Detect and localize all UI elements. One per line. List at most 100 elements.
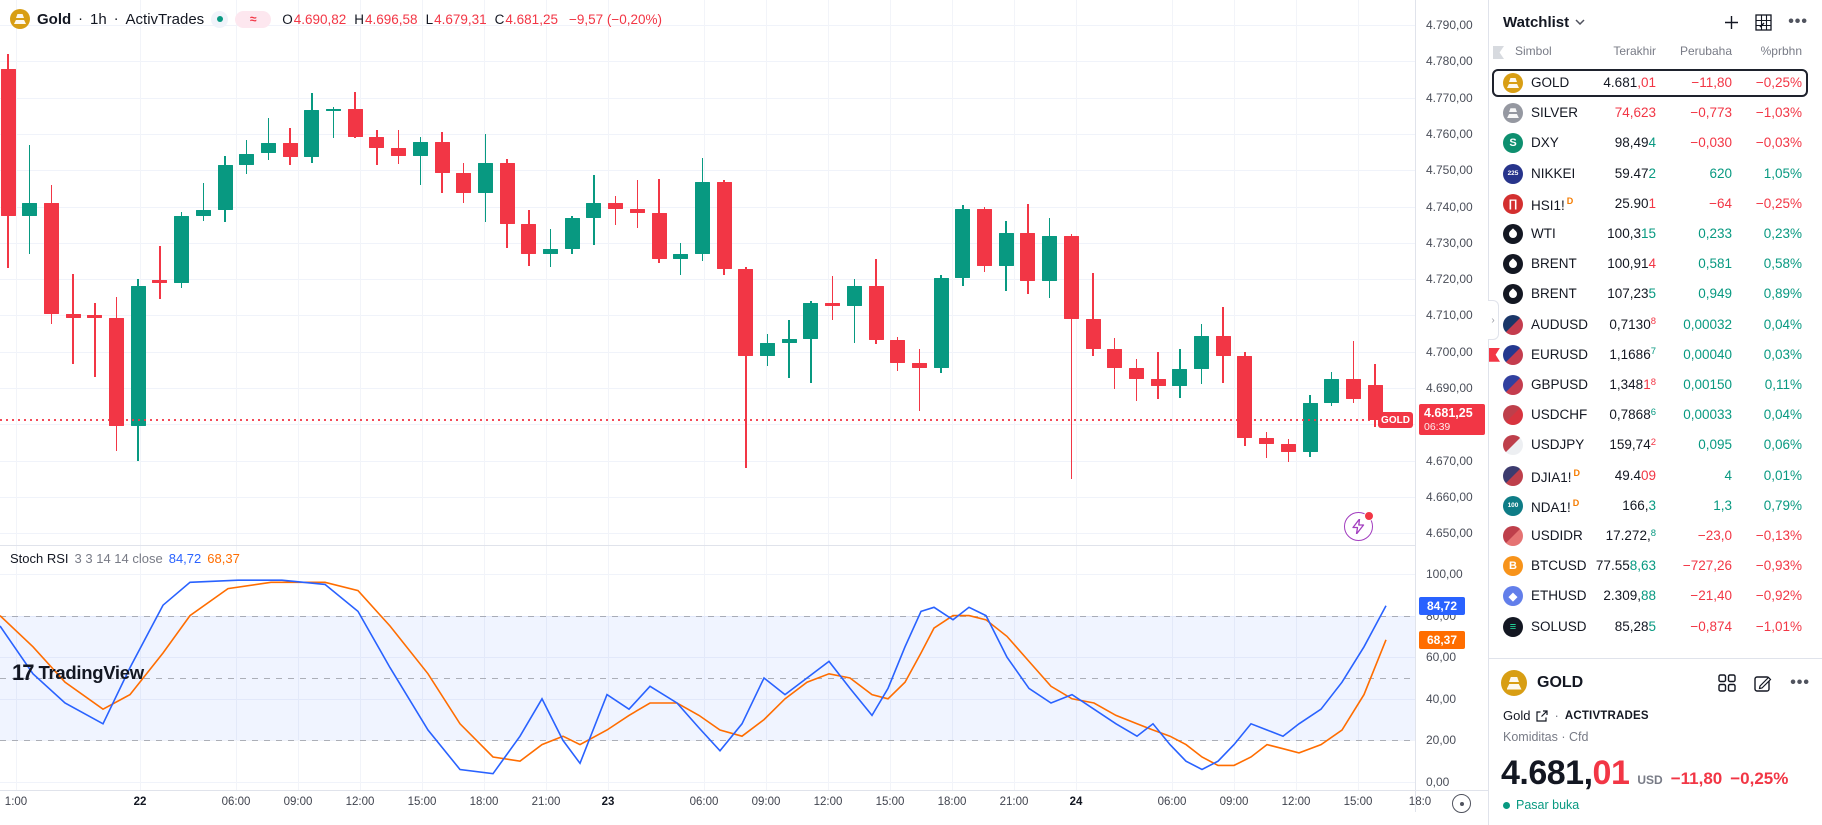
watchlist-row-usdidr[interactable]: USDIDR 17.272,8 −23,0 −0,13% bbox=[1489, 521, 1822, 551]
watchlist-row-nikkei[interactable]: 225 NIKKEI 59.472 620 1,05% bbox=[1489, 159, 1822, 189]
candle-wick bbox=[853, 279, 856, 343]
candle bbox=[304, 110, 320, 158]
legend-interval[interactable]: 1h bbox=[90, 10, 107, 28]
candle bbox=[1063, 235, 1079, 319]
watchlist-row-usdjpy[interactable]: USDJPY 159,742 0,095 0,06% bbox=[1489, 430, 1822, 460]
time-axis-label: 18:0 bbox=[1408, 796, 1432, 808]
candle bbox=[825, 303, 841, 307]
watchlist-row-hsi1[interactable]: ∏ HSI1! D 25.901 −64 −0,25% bbox=[1489, 189, 1822, 219]
change-value: −0,030 bbox=[1690, 135, 1732, 151]
indicator-legend[interactable]: Stoch RSI 3 3 14 14 close 84,72 68,37 bbox=[10, 551, 240, 566]
add-symbol-button[interactable] bbox=[1724, 15, 1739, 30]
watchlist-column-headers[interactable]: Simbol Terakhir Perubaha %prbhn bbox=[1489, 44, 1822, 68]
watchlist-row-brent[interactable]: BRENT 100,914 0,581 0,58% bbox=[1489, 249, 1822, 279]
grid-view-button[interactable] bbox=[1755, 13, 1772, 31]
time-axis-label: 15:00 bbox=[407, 796, 437, 808]
quick-order-lightning-icon[interactable] bbox=[1344, 511, 1374, 541]
market-status-icon[interactable] bbox=[211, 10, 229, 28]
candle bbox=[955, 208, 971, 278]
price-axis-label: 4.760,00 bbox=[1426, 126, 1473, 141]
last-price: 100,315 bbox=[1607, 226, 1656, 241]
timezone-settings-icon[interactable] bbox=[1452, 794, 1471, 813]
change-percent: 0,04% bbox=[1763, 407, 1802, 423]
candle-wick bbox=[1092, 272, 1094, 356]
column-symbol[interactable]: Simbol bbox=[1515, 44, 1552, 58]
detail-symbol[interactable]: GOLD bbox=[1537, 674, 1584, 691]
detail-price-frac: 01 bbox=[1592, 754, 1630, 792]
legend-provider[interactable]: ActivTrades bbox=[125, 10, 205, 28]
watchlist-row-silver[interactable]: SILVER 74,623 −0,773 −1,03% bbox=[1489, 98, 1822, 128]
time-axis-label: 18:00 bbox=[469, 796, 499, 808]
chevron-down-icon[interactable] bbox=[1575, 19, 1585, 25]
price-axis[interactable]: 4.790,00 4.780,00 4.770,00 4.760,00 4.750,00… bbox=[1416, 0, 1488, 790]
column-change-pct[interactable]: %prbhn bbox=[1760, 44, 1802, 58]
watchlist-row-gbpusd[interactable]: GBPUSD 1,34818 0,00150 0,11% bbox=[1489, 370, 1822, 400]
axis-separator bbox=[1415, 0, 1416, 812]
watchlist-row-eurusd[interactable]: EURUSD 1,16867 0,00040 0,03% bbox=[1489, 340, 1822, 370]
watchlist-row-djia1[interactable]: DJIA1! D 49.409 4 0,01% bbox=[1489, 461, 1822, 491]
candle bbox=[326, 108, 341, 111]
watchlist-row-btcusd[interactable]: B BTCUSD 77.558,63 −727,26 −0,93% bbox=[1489, 551, 1822, 581]
change-value: −21,40 bbox=[1690, 588, 1732, 604]
legend-symbol[interactable]: Gold bbox=[37, 10, 72, 28]
watchlist-title[interactable]: Watchlist bbox=[1503, 13, 1570, 31]
pane-separator[interactable] bbox=[0, 545, 1488, 546]
watchlist-row-ethusd[interactable]: ◆ ETHUSD 2.309,88 −21,40 −0,92% bbox=[1489, 581, 1822, 611]
candle-wick bbox=[419, 137, 422, 186]
watchlist-row-audusd[interactable]: AUDUSD 0,71308 0,00032 0,04% bbox=[1489, 310, 1822, 340]
symbol-name: WTI bbox=[1531, 226, 1556, 241]
last-price: 159,742 bbox=[1609, 436, 1656, 453]
watchlist-row-nda1[interactable]: 100 NDA1! D 166,3 1,3 0,79% bbox=[1489, 491, 1822, 521]
sidebar-collapse-handle[interactable]: › bbox=[1488, 300, 1499, 340]
gold-coin-icon bbox=[1501, 670, 1527, 696]
change-value: 0,233 bbox=[1698, 226, 1732, 241]
last-price: 98,494 bbox=[1614, 135, 1656, 151]
daily-badge: D bbox=[1573, 467, 1581, 478]
watchlist-row-solusd[interactable]: ≡ SOLUSD 85,285 −0,874 −1,01% bbox=[1489, 612, 1822, 642]
column-change[interactable]: Perubaha bbox=[1679, 44, 1732, 58]
chart-plot[interactable]: Gold · 1h · ActivTrades ≈ O4.690,82 H4.69… bbox=[0, 0, 1415, 790]
candle-wick bbox=[918, 348, 921, 411]
watchlist-row-brent[interactable]: BRENT 107,235 0,949 0,89% bbox=[1489, 279, 1822, 309]
candle bbox=[564, 218, 580, 249]
watchlist-row-gold[interactable]: GOLD 4.681,01 −11,80 −0,25% bbox=[1489, 68, 1822, 98]
watchlist-row-usdchf[interactable]: USDCHF 0,78686 0,00033 0,04% bbox=[1489, 400, 1822, 430]
watchlist-row-dxy[interactable]: S DXY 98,494 −0,030 −0,03% bbox=[1489, 128, 1822, 158]
hsi1!-icon: ∏ bbox=[1503, 193, 1523, 214]
last-price: 0,78686 bbox=[1609, 406, 1656, 423]
candle-wick bbox=[679, 242, 682, 276]
detail-name[interactable]: Gold bbox=[1503, 708, 1531, 723]
candle bbox=[716, 182, 732, 269]
ethusd-icon: ◆ bbox=[1503, 586, 1523, 607]
candle-wick bbox=[831, 275, 834, 321]
chart-legend[interactable]: Gold · 1h · ActivTrades ≈ O4.690,82 H4.69… bbox=[10, 8, 662, 30]
candle-wick bbox=[810, 300, 812, 383]
change-value: 0,00032 bbox=[1683, 316, 1732, 332]
candle bbox=[911, 362, 927, 368]
last-price: 49.409 bbox=[1614, 467, 1656, 483]
price-axis-label: 4.790,00 bbox=[1426, 18, 1473, 32]
last-price: 4.681,01 bbox=[1603, 75, 1656, 90]
watchlist-more-button[interactable]: ••• bbox=[1788, 13, 1808, 30]
detail-grid-button[interactable] bbox=[1718, 674, 1736, 692]
time-axis-label: 15:00 bbox=[875, 796, 905, 808]
candle-wick bbox=[549, 228, 552, 268]
last-price: 100,914 bbox=[1607, 256, 1656, 272]
last-price: 77.558,63 bbox=[1595, 558, 1656, 574]
watchlist-row-wti[interactable]: WTI 100,315 0,233 0,23% bbox=[1489, 219, 1822, 249]
external-link-icon[interactable] bbox=[1536, 709, 1549, 722]
detail-edit-button[interactable] bbox=[1754, 674, 1772, 692]
time-axis[interactable]: 1:00 22 06:00 09:00 12:00 15:00 18:00 21:00 23 06… bbox=[0, 791, 1488, 815]
candle bbox=[1367, 385, 1383, 420]
time-axis-label: 09:00 bbox=[751, 796, 781, 808]
gbpusd-icon bbox=[1503, 375, 1523, 395]
tradingview-logo[interactable]: 17 TradingView bbox=[12, 660, 144, 686]
column-last[interactable]: Terakhir bbox=[1613, 44, 1656, 58]
delayed-data-icon[interactable]: ≈ bbox=[235, 10, 272, 28]
price-axis-label: 4.750,00 bbox=[1426, 163, 1473, 178]
usdchf-icon bbox=[1503, 405, 1523, 426]
last-price: 59.472 bbox=[1614, 165, 1656, 181]
indicator-axis-label: 40,00 bbox=[1426, 691, 1457, 706]
detail-more-button[interactable]: ••• bbox=[1790, 674, 1810, 691]
change-percent: −0,25% bbox=[1755, 195, 1802, 211]
